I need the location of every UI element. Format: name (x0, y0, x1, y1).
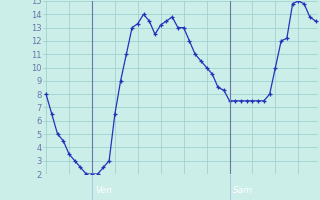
Text: Sam: Sam (233, 186, 253, 195)
Text: Ven: Ven (95, 186, 112, 195)
